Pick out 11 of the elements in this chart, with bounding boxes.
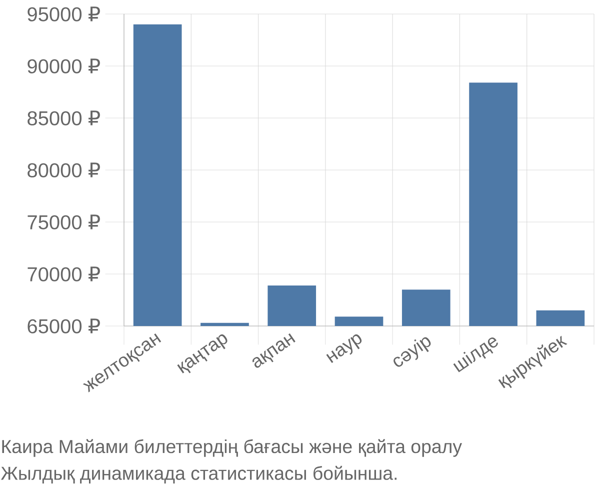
- text: Каира Майами билеттердің бағасы және қайта оралу: [2, 439, 462, 457]
- x-tick-label: сәуір: [394, 337, 431, 367]
- y-tick-label: 90000 ₽: [28, 58, 100, 74]
- y-tick-label: 85000 ₽: [28, 110, 100, 126]
- y-tick-label: 80000 ₽: [28, 162, 100, 178]
- y-tick-label: 70000 ₽: [28, 266, 100, 282]
- x-tick-label: наур: [326, 334, 362, 363]
- y-tick-label: 95000 ₽: [28, 6, 100, 22]
- y-tick-label: 75000 ₽: [28, 214, 100, 230]
- text: Жылдық динамикада статистикасы бойынша.: [0, 466, 397, 484]
- y-tick-label: 65000 ₽: [28, 318, 100, 334]
